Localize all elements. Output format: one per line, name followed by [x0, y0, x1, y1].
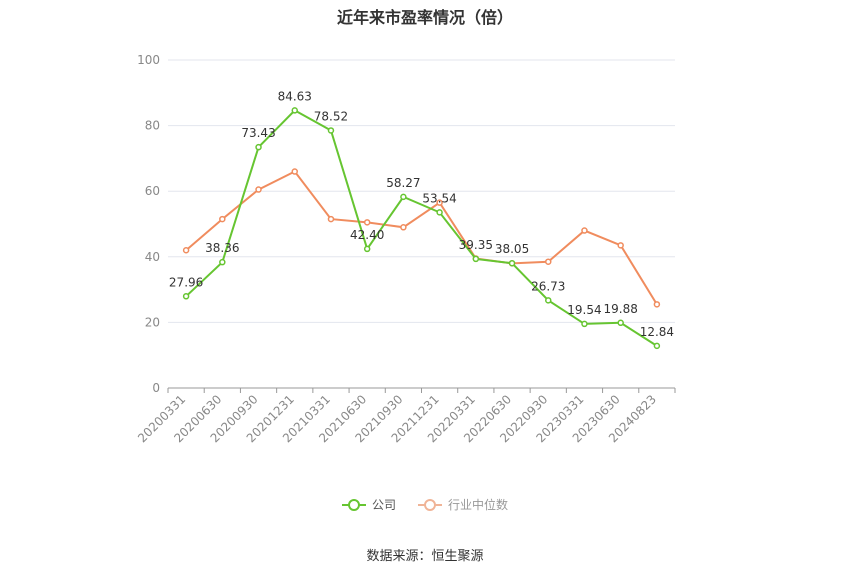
data-label: 19.88	[603, 302, 637, 316]
data-label: 38.36	[205, 241, 239, 255]
legend: 公司 行业中位数	[0, 496, 850, 513]
data-label: 58.27	[386, 176, 420, 190]
data-label: 12.84	[640, 325, 674, 339]
data-point-1	[327, 215, 335, 223]
legend-company-label: 公司	[371, 498, 396, 512]
y-tick-label: 0	[152, 381, 160, 395]
y-tick-label: 40	[145, 250, 160, 264]
data-point-0	[363, 245, 371, 253]
line-chart: 0204060801002020033120200630202009302020…	[135, 53, 676, 445]
data-label: 39.35	[459, 238, 493, 252]
data-point-1	[653, 301, 661, 308]
y-tick-label: 20	[145, 315, 160, 329]
data-point-1	[219, 215, 226, 223]
data-point-1	[291, 168, 298, 175]
data-point-0	[653, 342, 661, 350]
series-line-1	[185, 170, 658, 305]
data-point-0	[545, 297, 552, 304]
data-point-0	[581, 320, 588, 328]
y-tick-label: 60	[145, 184, 160, 198]
data-point-1	[363, 219, 371, 226]
data-label: 38.05	[495, 242, 529, 256]
legend-industry-label: 行业中位数	[448, 498, 509, 512]
legend-company-marker-icon	[341, 498, 366, 511]
data-label: 84.63	[278, 89, 312, 103]
y-tick-label: 80	[145, 119, 160, 133]
data-point-1	[436, 199, 443, 206]
series-line-0	[185, 109, 658, 347]
data-point-0	[182, 293, 190, 300]
data-point-1	[617, 242, 624, 249]
data-point-1	[182, 246, 190, 254]
data-point-1	[581, 227, 588, 234]
data-label: 78.52	[314, 109, 348, 123]
data-label: 27.96	[169, 275, 203, 289]
legend-industry-marker-icon	[418, 498, 442, 511]
legend-item-industry[interactable]: 行业中位数	[418, 496, 508, 513]
data-label: 42.40	[350, 228, 384, 242]
data-point-0	[327, 127, 335, 134]
y-tick-label: 100	[137, 53, 160, 67]
data-point-1	[545, 258, 552, 265]
data-point-0	[472, 255, 480, 263]
data-source: 数据来源：恒生聚源	[366, 549, 484, 564]
data-label: 26.73	[531, 279, 565, 293]
data-point-0	[617, 319, 624, 327]
data-label: 53.54	[422, 191, 456, 205]
data-point-1	[400, 224, 407, 231]
legend-item-company[interactable]: 公司	[341, 496, 396, 513]
data-point-0	[436, 209, 443, 216]
data-point-1	[255, 186, 262, 193]
data-label: 19.54	[567, 303, 601, 317]
data-point-0	[255, 143, 262, 151]
data-point-0	[508, 259, 516, 267]
data-point-0	[219, 258, 226, 266]
data-point-0	[400, 193, 407, 201]
chart-title: 近年来市盈率情况（倍）	[336, 8, 513, 27]
data-point-0	[291, 107, 298, 114]
data-label: 73.43	[241, 126, 275, 140]
